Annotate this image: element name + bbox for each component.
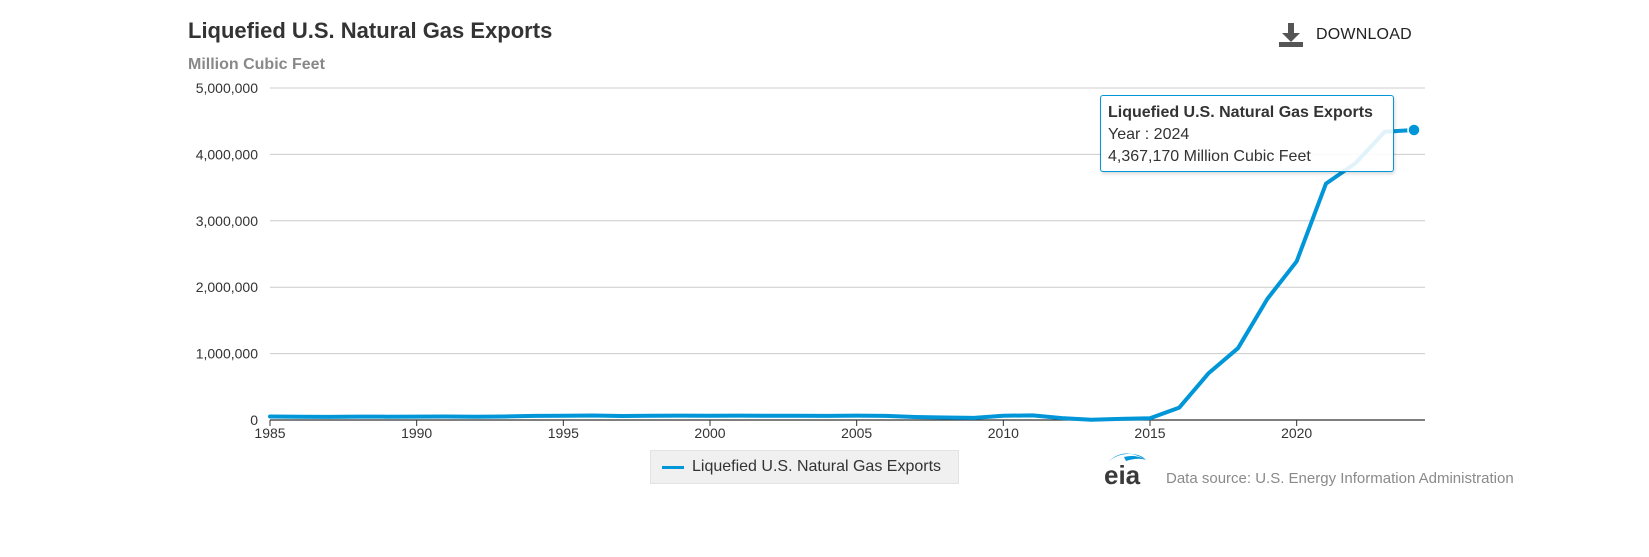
x-tick-label: 2010 bbox=[988, 425, 1019, 441]
y-tick-label: 0 bbox=[250, 412, 258, 428]
x-tick-label: 2015 bbox=[1134, 425, 1165, 441]
legend-label: Liquefied U.S. Natural Gas Exports bbox=[692, 458, 942, 475]
eia-logo: eia bbox=[1104, 453, 1146, 488]
tooltip-value: 4,367,170 Million Cubic Feet bbox=[1108, 148, 1311, 165]
series-layer bbox=[268, 123, 1421, 422]
x-tick-label: 1990 bbox=[401, 425, 432, 441]
x-tick-label: 1985 bbox=[254, 425, 285, 441]
legend-item[interactable]: Liquefied U.S. Natural Gas Exports bbox=[650, 450, 959, 484]
download-icon bbox=[1279, 23, 1303, 47]
y-tick-label: 1,000,000 bbox=[196, 346, 258, 362]
y-tick-label: 4,000,000 bbox=[196, 146, 258, 162]
highlight-marker bbox=[1407, 123, 1421, 137]
x-tick-label: 2005 bbox=[841, 425, 872, 441]
series-line bbox=[268, 128, 1416, 422]
chart-title: Liquefied U.S. Natural Gas Exports bbox=[188, 18, 553, 43]
x-tick-label: 1995 bbox=[548, 425, 579, 441]
tooltip-title: Liquefied U.S. Natural Gas Exports bbox=[1108, 104, 1373, 121]
chart-subtitle: Million Cubic Feet bbox=[188, 56, 325, 73]
y-axis: 0 1,000,000 2,000,000 3,000,000 4,000,000 5,0… bbox=[196, 80, 259, 428]
legend-swatch bbox=[662, 465, 684, 469]
x-axis: 1985 1990 1995 2000 2005 2010 2015 2020 bbox=[254, 419, 1425, 441]
download-label: DOWNLOAD bbox=[1316, 26, 1412, 43]
x-tick-label: 2020 bbox=[1281, 425, 1312, 441]
download-button[interactable]: DOWNLOAD bbox=[1278, 22, 1412, 48]
eia-logo-text: eia bbox=[1104, 460, 1141, 488]
tooltip: Liquefied U.S. Natural Gas Exports Year … bbox=[1100, 95, 1394, 172]
y-tick-label: 3,000,000 bbox=[196, 213, 258, 229]
tooltip-year: Year : 2024 bbox=[1108, 126, 1190, 143]
x-tick-label: 2000 bbox=[694, 425, 725, 441]
y-tick-label: 2,000,000 bbox=[196, 279, 258, 295]
y-tick-label: 5,000,000 bbox=[196, 80, 258, 96]
data-source: Data source: U.S. Energy Information Adm… bbox=[1166, 470, 1514, 487]
